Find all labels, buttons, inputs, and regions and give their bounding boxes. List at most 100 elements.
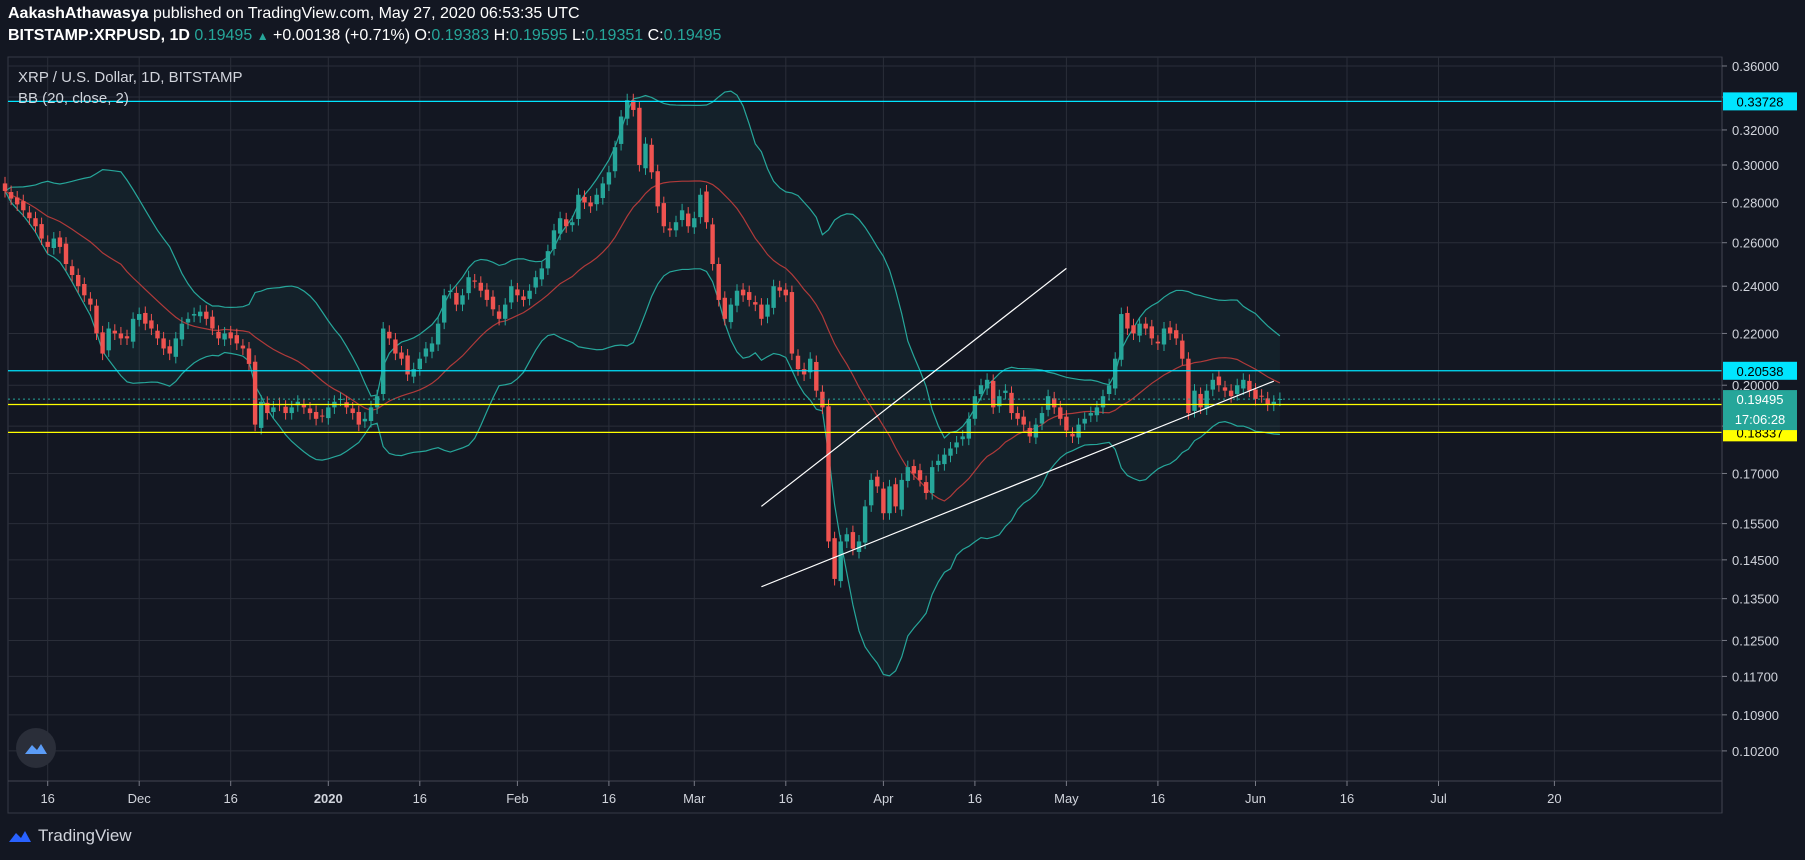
candle-body <box>789 292 795 354</box>
x-tick-label: 16 <box>40 791 54 806</box>
y-tick-label: 0.28000 <box>1732 195 1779 210</box>
candle-body <box>545 251 551 269</box>
candle-body <box>716 264 721 300</box>
price-level-tag-label: 0.33728 <box>1737 94 1784 109</box>
candle-body <box>740 289 746 296</box>
candle-body <box>1058 407 1063 419</box>
candle-body <box>1125 312 1130 329</box>
candle-body <box>338 398 343 400</box>
candle-body <box>63 243 69 265</box>
candle-body <box>1100 396 1106 408</box>
indicator-label: BB (20, close, 2) <box>18 90 129 107</box>
candle-body <box>1180 340 1185 359</box>
candle-body <box>777 287 782 291</box>
candle-body <box>655 171 660 207</box>
candle-body <box>954 442 959 448</box>
trendline-upper <box>761 267 1067 507</box>
candle-body <box>1149 326 1154 339</box>
candle-body <box>167 346 172 354</box>
low-value: 0.19351 <box>585 27 644 44</box>
candle-body <box>1045 396 1051 410</box>
candle-body <box>137 314 142 320</box>
x-tick-label: Apr <box>873 791 894 806</box>
candle-body <box>307 408 313 414</box>
candle-body <box>783 289 788 296</box>
candle-body <box>313 411 319 419</box>
candle-body <box>1228 390 1234 397</box>
candle-body <box>496 311 502 319</box>
candle-body <box>191 314 197 316</box>
candle-body <box>722 297 727 319</box>
candle-body <box>826 406 831 542</box>
price-levels <box>8 100 1722 434</box>
x-tick-label: 16 <box>968 791 982 806</box>
candle-body <box>747 292 752 300</box>
candle-body <box>832 538 837 579</box>
candle-body <box>88 298 93 305</box>
up-triangle-icon: ▲ <box>256 29 269 43</box>
candle-body <box>228 332 233 339</box>
tradingview-logo-button[interactable] <box>16 728 56 768</box>
candle-body <box>1082 418 1087 424</box>
candle-body <box>295 401 300 406</box>
candle-body <box>405 355 410 375</box>
candle-body <box>399 352 404 359</box>
candle-body <box>320 415 325 417</box>
x-tick-label: Feb <box>506 791 528 806</box>
candle-body <box>923 482 929 493</box>
time-axis[interactable]: 16 Dec 16 2020 16 Feb 16 Mar 16 Apr 16 May 16 Jun 16 Ju… <box>40 781 1562 806</box>
candle-body <box>368 407 374 421</box>
footer-brand[interactable]: TradingView <box>38 826 132 845</box>
candle-body <box>2 183 8 191</box>
candle-body <box>1094 407 1100 416</box>
cloud-icon <box>25 744 47 754</box>
candle-body <box>948 448 953 456</box>
x-tick-label: 16 <box>779 791 793 806</box>
candle-body <box>887 486 892 514</box>
author-name[interactable]: AakashAthawasya <box>8 5 149 22</box>
candle-body <box>521 296 526 300</box>
candle-body <box>503 304 508 319</box>
candle-body <box>539 268 544 280</box>
candle-body <box>667 228 673 231</box>
candle-body <box>1241 379 1246 389</box>
candle-body <box>118 333 124 339</box>
candle-body <box>8 192 14 199</box>
candle-body <box>21 201 26 211</box>
x-tick-label: Jul <box>1430 791 1447 806</box>
candle-body <box>149 320 154 329</box>
candle-body <box>801 369 807 375</box>
candle-body <box>917 470 923 480</box>
x-tick-label: 16 <box>223 791 237 806</box>
chart-header: AakashAthawasya published on TradingView… <box>8 4 721 48</box>
candle-body <box>51 238 56 248</box>
candle-body <box>271 407 276 412</box>
candle-body <box>417 358 422 370</box>
candle-body <box>692 218 697 228</box>
candle-body <box>527 290 532 299</box>
ohlc-row: BITSTAMP:XRPUSD, 1D 0.19495 ▲ +0.00138 (… <box>8 26 721 48</box>
candle-body <box>185 318 191 323</box>
candle-body <box>1052 398 1057 408</box>
y-tick-label: 0.24000 <box>1732 279 1779 294</box>
y-tick-label: 0.12500 <box>1732 633 1779 648</box>
candle-body <box>442 295 447 323</box>
candle-body <box>222 333 227 340</box>
candle-body <box>1143 323 1148 329</box>
candle-body <box>252 361 258 425</box>
bb-basis <box>4 180 1281 502</box>
candle-body <box>576 194 581 219</box>
candle-body <box>1113 358 1118 389</box>
candle-body <box>393 339 398 354</box>
symbol-label: BITSTAMP:XRPUSD, 1D <box>8 27 190 44</box>
x-tick-label: May <box>1054 791 1079 806</box>
tradingview-icon <box>9 831 31 842</box>
candle-body <box>1009 392 1014 414</box>
candle-body <box>484 289 490 300</box>
candle-body <box>100 332 105 354</box>
candle-body <box>490 296 496 310</box>
candle-body <box>960 436 965 440</box>
candle-body <box>466 277 471 294</box>
candle-body <box>240 345 246 349</box>
